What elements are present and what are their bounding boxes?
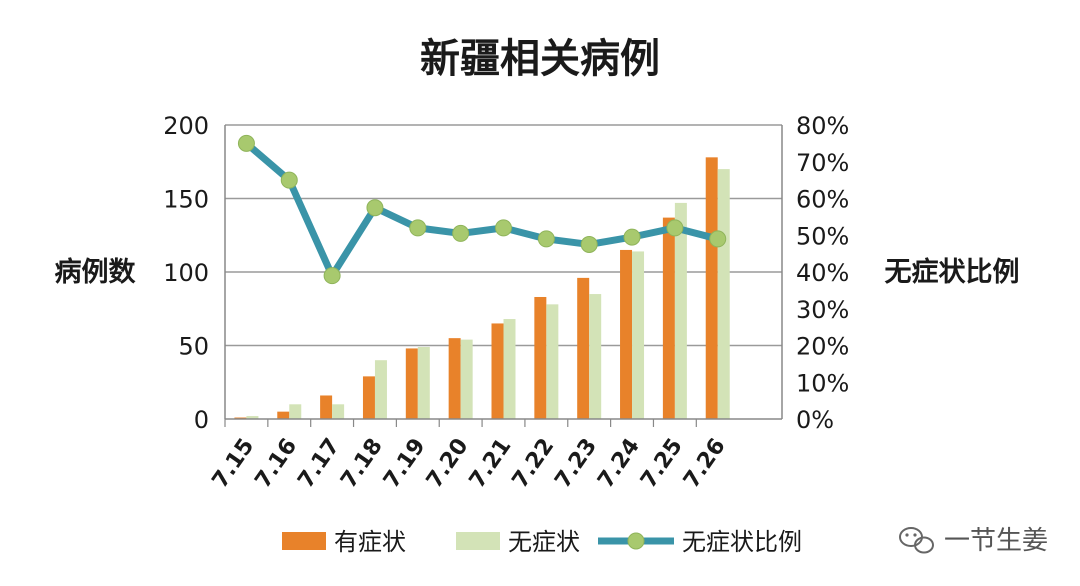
y2-tick-label: 40% [796, 259, 849, 287]
x-tick-label: 7.19 [379, 434, 431, 493]
ratio-point [280, 171, 298, 189]
bar-symptomatic [534, 296, 547, 419]
y2-tick-label: 30% [796, 296, 849, 324]
ratio-point [237, 134, 255, 152]
ratio-point [452, 224, 470, 242]
bar-asymptomatic [289, 404, 302, 419]
x-tick-label: 7.25 [636, 434, 688, 493]
x-tick-label: 7.18 [336, 434, 388, 493]
y-tick-label: 0 [194, 406, 209, 434]
y2-tick-label: 0% [796, 406, 834, 434]
legend-item: 无症状比例 [598, 528, 802, 556]
bar-asymptomatic [546, 304, 559, 419]
legend-swatch [282, 532, 326, 550]
legend-label: 无症状比例 [682, 528, 802, 556]
bar-symptomatic [620, 249, 633, 419]
y2-tick-label: 20% [796, 333, 849, 361]
legend-item: 有症状 [282, 528, 406, 556]
ratio-line [244, 140, 719, 280]
bars-layer [234, 157, 730, 419]
y2-tick-label: 80% [796, 112, 849, 140]
y2-tick-label: 50% [796, 222, 849, 250]
x-tick-label: 7.20 [422, 434, 474, 493]
legend-marker [627, 532, 645, 550]
wechat-icon [899, 527, 934, 554]
bar-symptomatic [362, 376, 375, 419]
legend-label: 无症状 [508, 528, 580, 556]
x-tick-label: 7.16 [251, 434, 303, 493]
ratio-point [366, 199, 384, 217]
y2-tick-label: 70% [796, 149, 849, 177]
bar-symptomatic [405, 348, 418, 419]
bar-asymptomatic [460, 339, 473, 419]
bar-asymptomatic [674, 202, 687, 419]
legend-item: 无症状 [456, 528, 580, 556]
y-axis-label: 病例数 [55, 257, 137, 288]
bar-symptomatic [662, 217, 675, 419]
bar-symptomatic [705, 157, 718, 419]
line-layer [237, 134, 727, 285]
bar-symptomatic [577, 277, 590, 419]
ratio-point [623, 228, 641, 246]
x-tick-label: 7.23 [550, 434, 602, 493]
y2-tick-label: 10% [796, 369, 849, 397]
y2-tick-label: 60% [796, 186, 849, 214]
ratio-point [666, 219, 684, 237]
bar-asymptomatic [417, 346, 430, 419]
bar-asymptomatic [717, 169, 730, 419]
bar-asymptomatic [503, 319, 516, 419]
legend-label: 有症状 [334, 528, 406, 556]
ratio-point [409, 219, 427, 237]
bar-asymptomatic [332, 404, 345, 419]
x-tick-label: 7.24 [593, 434, 645, 493]
ratio-point [580, 235, 598, 253]
bar-asymptomatic [632, 251, 645, 419]
legend: 有症状 无症状 无症状比例 [282, 528, 802, 556]
y-tick-label: 100 [163, 259, 209, 287]
ratio-point [709, 230, 727, 248]
x-tick-label: 7.15 [208, 434, 260, 493]
y-tick-label: 50 [178, 333, 209, 361]
legend-swatch [456, 532, 500, 550]
watermark: 一节生姜 [899, 526, 1048, 556]
bar-asymptomatic [374, 360, 387, 419]
bar-symptomatic [491, 323, 504, 419]
bar-symptomatic [448, 338, 461, 419]
ratio-point [323, 267, 341, 285]
chart-title: 新疆相关病例 [420, 36, 660, 82]
x-tick-label: 7.22 [508, 434, 560, 493]
y-tick-label: 200 [163, 112, 209, 140]
watermark-text: 一节生姜 [944, 526, 1048, 556]
axis-layer: 0 50 100 150 200 0% 10% 20% 30% 40% 50% 60% 70% 80% 7.… [163, 112, 849, 493]
x-tick-label: 7.21 [465, 434, 517, 493]
bar-symptomatic [320, 395, 333, 419]
x-tick-label: 7.26 [679, 434, 731, 493]
y2-axis-label: 无症状比例 [885, 257, 1020, 288]
ratio-point [495, 219, 512, 237]
bar-asymptomatic [246, 416, 259, 419]
x-tick-label: 7.17 [293, 434, 345, 493]
bar-asymptomatic [589, 294, 602, 419]
y-tick-label: 150 [163, 186, 209, 214]
ratio-point [537, 230, 555, 248]
bar-symptomatic [277, 411, 290, 419]
